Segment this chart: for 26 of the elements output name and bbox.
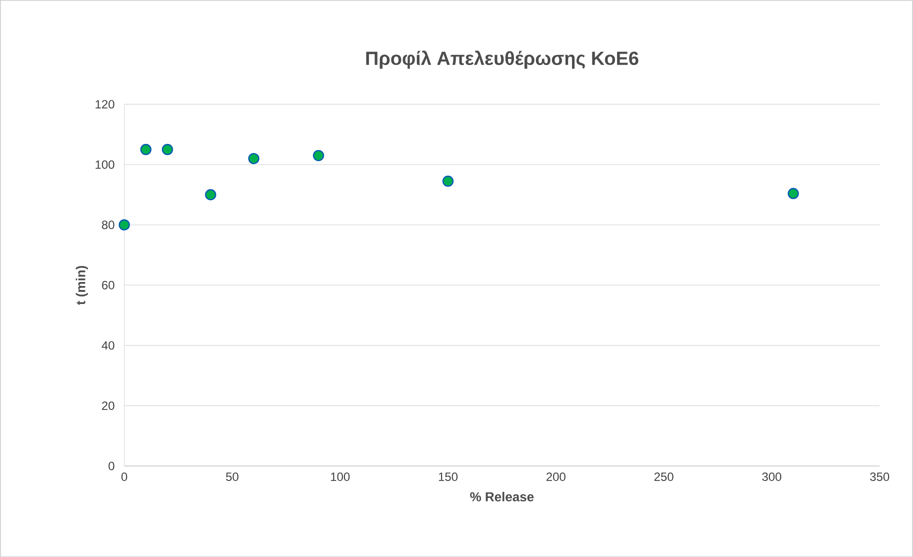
y-tick-label: 80: [102, 220, 114, 229]
chart-title: Προφίλ Απελευθέρωσης ΚοΕ6: [366, 50, 638, 69]
y-tick-label: 60: [102, 280, 114, 290]
y-tick-label: 100: [96, 160, 114, 169]
point: [442, 175, 454, 187]
point: [118, 219, 130, 230]
y-tick-label: 40: [102, 341, 114, 350]
y-axis-title: t (min): [76, 266, 88, 305]
point: [205, 188, 216, 200]
x-tick-label: 0: [121, 472, 128, 481]
x-tick-label: 200: [546, 472, 566, 481]
x-tick-label: 250: [654, 472, 674, 481]
x-tick-label: 150: [438, 472, 458, 481]
point: [162, 144, 174, 155]
y-tick-label: 0: [108, 462, 114, 470]
point: [140, 144, 152, 155]
y-tick-label: 20: [102, 401, 114, 410]
x-tick-label: 100: [331, 472, 350, 481]
x-tick-label: 50: [226, 472, 238, 481]
y-tick-label: 120: [96, 100, 114, 108]
point: [312, 150, 324, 161]
point: [788, 188, 799, 199]
x-axis-title: % Release: [470, 492, 534, 502]
point: [248, 152, 260, 164]
x-tick-label: 300: [762, 472, 782, 481]
x-tick-label: 350: [870, 472, 890, 481]
